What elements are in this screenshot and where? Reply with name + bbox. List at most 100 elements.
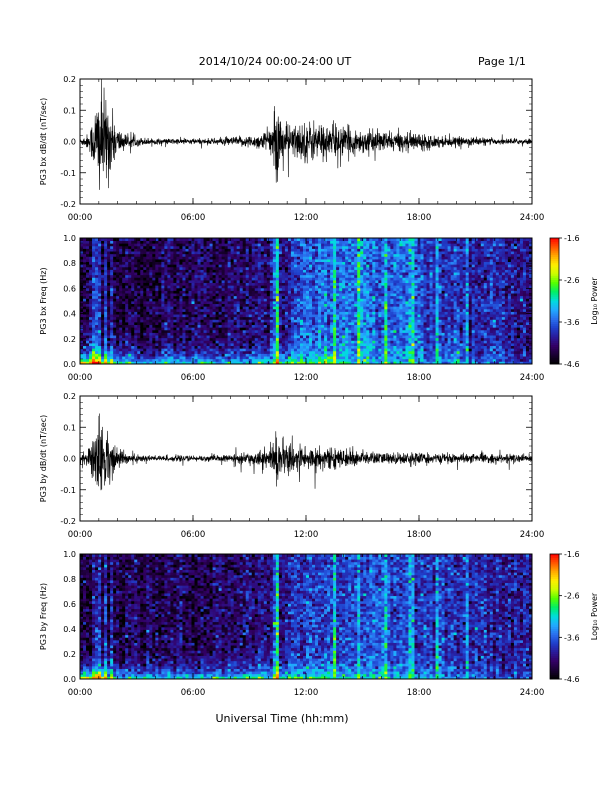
spectrogram-cell bbox=[281, 266, 286, 270]
spectrogram-cell bbox=[260, 343, 265, 347]
spectrogram-cell bbox=[137, 285, 141, 289]
spectrogram-cell bbox=[92, 272, 96, 276]
spectrogram-cell bbox=[116, 327, 120, 331]
spectrogram-cell bbox=[248, 306, 253, 310]
spectrogram-cell bbox=[134, 298, 138, 302]
spectrogram-cell bbox=[212, 261, 216, 265]
spectrogram-cell bbox=[363, 327, 367, 331]
spectrogram-cell bbox=[351, 348, 355, 352]
spectrogram-cell bbox=[209, 238, 213, 242]
spectrogram-cell bbox=[152, 266, 156, 270]
spectrogram-cell bbox=[339, 316, 343, 320]
spectrogram-cell bbox=[107, 350, 111, 354]
spectrogram-cell bbox=[306, 335, 310, 339]
spectrogram-cell bbox=[378, 327, 382, 331]
spectrogram-cell bbox=[330, 248, 334, 252]
spectrogram-cell bbox=[342, 287, 346, 291]
spectrogram-cell bbox=[206, 295, 210, 299]
spectrogram-cell bbox=[230, 253, 235, 257]
spectrogram-cell bbox=[260, 329, 265, 333]
spectrogram-cell bbox=[119, 316, 123, 320]
spectrogram-cell bbox=[197, 295, 201, 299]
spectrogram-cell bbox=[206, 274, 210, 278]
spectrogram-cell bbox=[324, 337, 328, 341]
spectrogram-cell bbox=[152, 311, 156, 315]
spectrogram-cell bbox=[306, 361, 310, 365]
spectrogram-cell bbox=[194, 238, 198, 242]
spectrogram-cell bbox=[354, 324, 358, 328]
spectrogram-cell bbox=[239, 282, 244, 286]
spectrogram-cell bbox=[251, 298, 256, 302]
spectrogram-cell bbox=[125, 311, 129, 315]
spectrogram-cell bbox=[233, 282, 238, 286]
spectrogram-cell bbox=[357, 261, 361, 265]
spectrogram-cell bbox=[176, 295, 180, 299]
spectrogram-cell bbox=[104, 266, 108, 270]
spectrogram-cell bbox=[152, 293, 156, 297]
spectrogram-cell bbox=[206, 261, 210, 265]
spectrogram-cell bbox=[357, 266, 361, 270]
spectrogram-cell bbox=[293, 327, 298, 331]
spectrogram-cell bbox=[345, 329, 349, 333]
spectrogram-cell bbox=[125, 335, 129, 339]
spectrogram-cell bbox=[215, 327, 220, 331]
spectrogram-cell bbox=[254, 348, 259, 352]
spectrogram-cell bbox=[227, 259, 232, 263]
spectrogram-cell bbox=[345, 343, 349, 347]
spectrogram-cell bbox=[354, 285, 358, 289]
spectrogram-cell bbox=[170, 253, 174, 257]
spectrogram-cell bbox=[263, 269, 268, 273]
spectrogram-cell bbox=[152, 290, 156, 294]
spectrogram-cell bbox=[254, 269, 259, 273]
spectrogram-cell bbox=[354, 322, 358, 326]
spectrogram-cell bbox=[281, 295, 286, 299]
spectrogram-cell bbox=[200, 253, 204, 257]
spectrogram-cell bbox=[351, 264, 355, 268]
spectrogram-cell bbox=[212, 243, 216, 247]
spectrogram-cell bbox=[92, 303, 96, 307]
spectrogram-cell bbox=[107, 240, 111, 244]
spectrogram-cell bbox=[257, 337, 262, 341]
spectrogram-cell bbox=[167, 259, 171, 263]
spectrogram-cell bbox=[284, 256, 289, 260]
spectrogram-cell bbox=[194, 350, 198, 354]
spectrogram-cell bbox=[218, 301, 223, 305]
spectrogram-cell bbox=[101, 280, 105, 284]
spectrogram-cell bbox=[236, 324, 241, 328]
spectrogram-cell bbox=[272, 274, 277, 278]
spectrogram-cell bbox=[236, 287, 241, 291]
spectrogram-cell bbox=[128, 269, 132, 273]
spectrogram-cell bbox=[248, 358, 253, 362]
spectrogram-cell bbox=[191, 356, 195, 360]
spectrogram-cell bbox=[254, 303, 259, 307]
spectrogram-cell bbox=[369, 303, 373, 307]
spectrogram-cell bbox=[89, 280, 93, 284]
spectrogram-cell bbox=[218, 337, 223, 341]
spectrogram-cell bbox=[236, 269, 241, 273]
spectrogram-cell bbox=[215, 295, 220, 299]
spectrogram-cell bbox=[318, 324, 322, 328]
spectrogram-cell bbox=[164, 358, 168, 362]
spectrogram-cell bbox=[107, 298, 111, 302]
spectrogram-cell bbox=[152, 259, 156, 263]
spectrogram-cell bbox=[272, 350, 277, 354]
spectrogram-cell bbox=[146, 272, 150, 276]
spectrogram-cell bbox=[200, 248, 204, 252]
spectrogram-cell bbox=[315, 319, 319, 323]
spectrogram-cell bbox=[360, 356, 364, 360]
spectrogram-cell bbox=[266, 290, 271, 294]
spectrogram-cell bbox=[236, 280, 241, 284]
spectrogram-cell bbox=[137, 343, 141, 347]
spectrogram-cell bbox=[128, 259, 132, 263]
spectrogram-cell bbox=[330, 277, 334, 281]
spectrogram-cell bbox=[336, 285, 340, 289]
spectrogram-cell bbox=[161, 345, 165, 349]
spectrogram-cell bbox=[206, 343, 210, 347]
spectrogram-cell bbox=[221, 345, 226, 349]
spectrogram-cell bbox=[86, 280, 90, 284]
spectrogram-cell bbox=[363, 261, 367, 265]
spectrogram-cell bbox=[206, 303, 210, 307]
spectrogram-cell bbox=[212, 316, 216, 320]
spectrogram-cell bbox=[369, 251, 373, 255]
spectrogram-cell bbox=[212, 303, 216, 307]
